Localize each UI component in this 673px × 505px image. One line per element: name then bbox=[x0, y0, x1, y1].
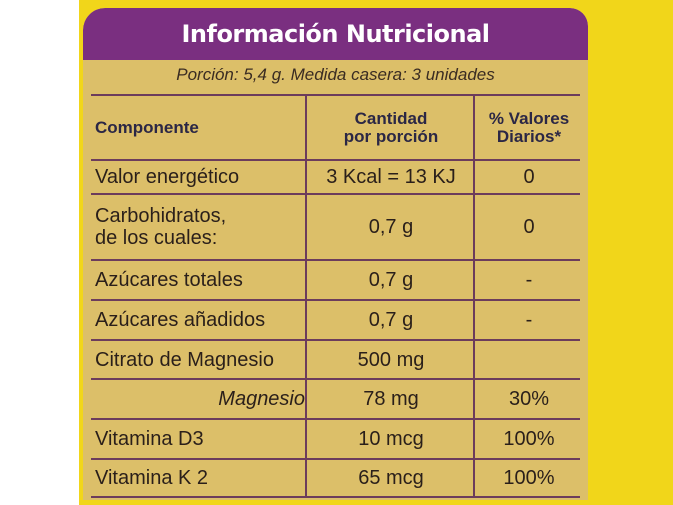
row-name: Azúcares totales bbox=[95, 269, 243, 291]
row-amount: 78 mg bbox=[363, 388, 419, 410]
row-name-line1: Carbohidratos, bbox=[95, 205, 227, 227]
row-name: Magnesio bbox=[218, 388, 305, 410]
table-rule bbox=[91, 496, 580, 498]
table-rule bbox=[91, 418, 580, 420]
row-amount: 500 mg bbox=[357, 348, 425, 371]
serving-size: Porción: 5,4 g. Medida casera: 3 unidade… bbox=[176, 65, 495, 84]
row-daily-value: 0 bbox=[523, 216, 535, 238]
column-header-component: Componente bbox=[95, 117, 199, 137]
table-rule bbox=[91, 159, 580, 161]
row-daily-value bbox=[477, 341, 581, 378]
table-rule bbox=[91, 458, 580, 460]
label-title: Información Nutricional bbox=[181, 20, 490, 48]
nutrition-label: Información Nutricional Porción: 5,4 g. … bbox=[83, 8, 588, 500]
row-daily-value: - bbox=[525, 269, 533, 291]
dv-header-line1: % Valores bbox=[488, 108, 570, 128]
row-daily-value: - bbox=[525, 309, 533, 331]
row-amount: 3 Kcal = 13 KJ bbox=[326, 166, 456, 188]
row-daily-value: 100% bbox=[503, 467, 555, 489]
table-rule bbox=[91, 299, 580, 301]
row-name: Carbohidratos, de los cuales: bbox=[95, 195, 305, 259]
row-amount: 65 mcg bbox=[358, 467, 424, 489]
table-rule bbox=[91, 193, 580, 195]
column-divider bbox=[473, 94, 475, 498]
row-name: Azúcares añadidos bbox=[95, 309, 266, 331]
row-amount: 0,7 g bbox=[368, 216, 414, 238]
row-amount: 0,7 g bbox=[368, 269, 414, 291]
amount-header-line1: Cantidad bbox=[354, 108, 428, 128]
table-rule bbox=[91, 259, 580, 261]
row-name: Vitamina K 2 bbox=[95, 467, 209, 489]
row-daily-value: 30% bbox=[508, 388, 550, 410]
table-rule bbox=[91, 94, 580, 96]
row-daily-value: 0 bbox=[523, 166, 535, 188]
row-name: Citrato de Magnesio bbox=[95, 348, 274, 371]
row-name: Vitamina D3 bbox=[95, 428, 204, 450]
row-amount: 10 mcg bbox=[358, 428, 424, 450]
row-name-line2: de los cuales: bbox=[95, 227, 218, 249]
table-rule bbox=[91, 339, 580, 341]
amount-header-line2: por porción bbox=[343, 126, 439, 146]
column-divider bbox=[305, 94, 307, 498]
column-header-daily-value: % Valores Diarios* bbox=[477, 96, 581, 159]
row-amount: 0,7 g bbox=[368, 309, 414, 331]
table-rule bbox=[91, 378, 580, 380]
label-header: Información Nutricional bbox=[83, 8, 588, 60]
dv-header-line2: Diarios* bbox=[496, 126, 562, 146]
column-header-amount: Cantidad por porción bbox=[309, 96, 473, 159]
row-name: Valor energético bbox=[95, 166, 240, 188]
row-daily-value: 100% bbox=[503, 428, 555, 450]
